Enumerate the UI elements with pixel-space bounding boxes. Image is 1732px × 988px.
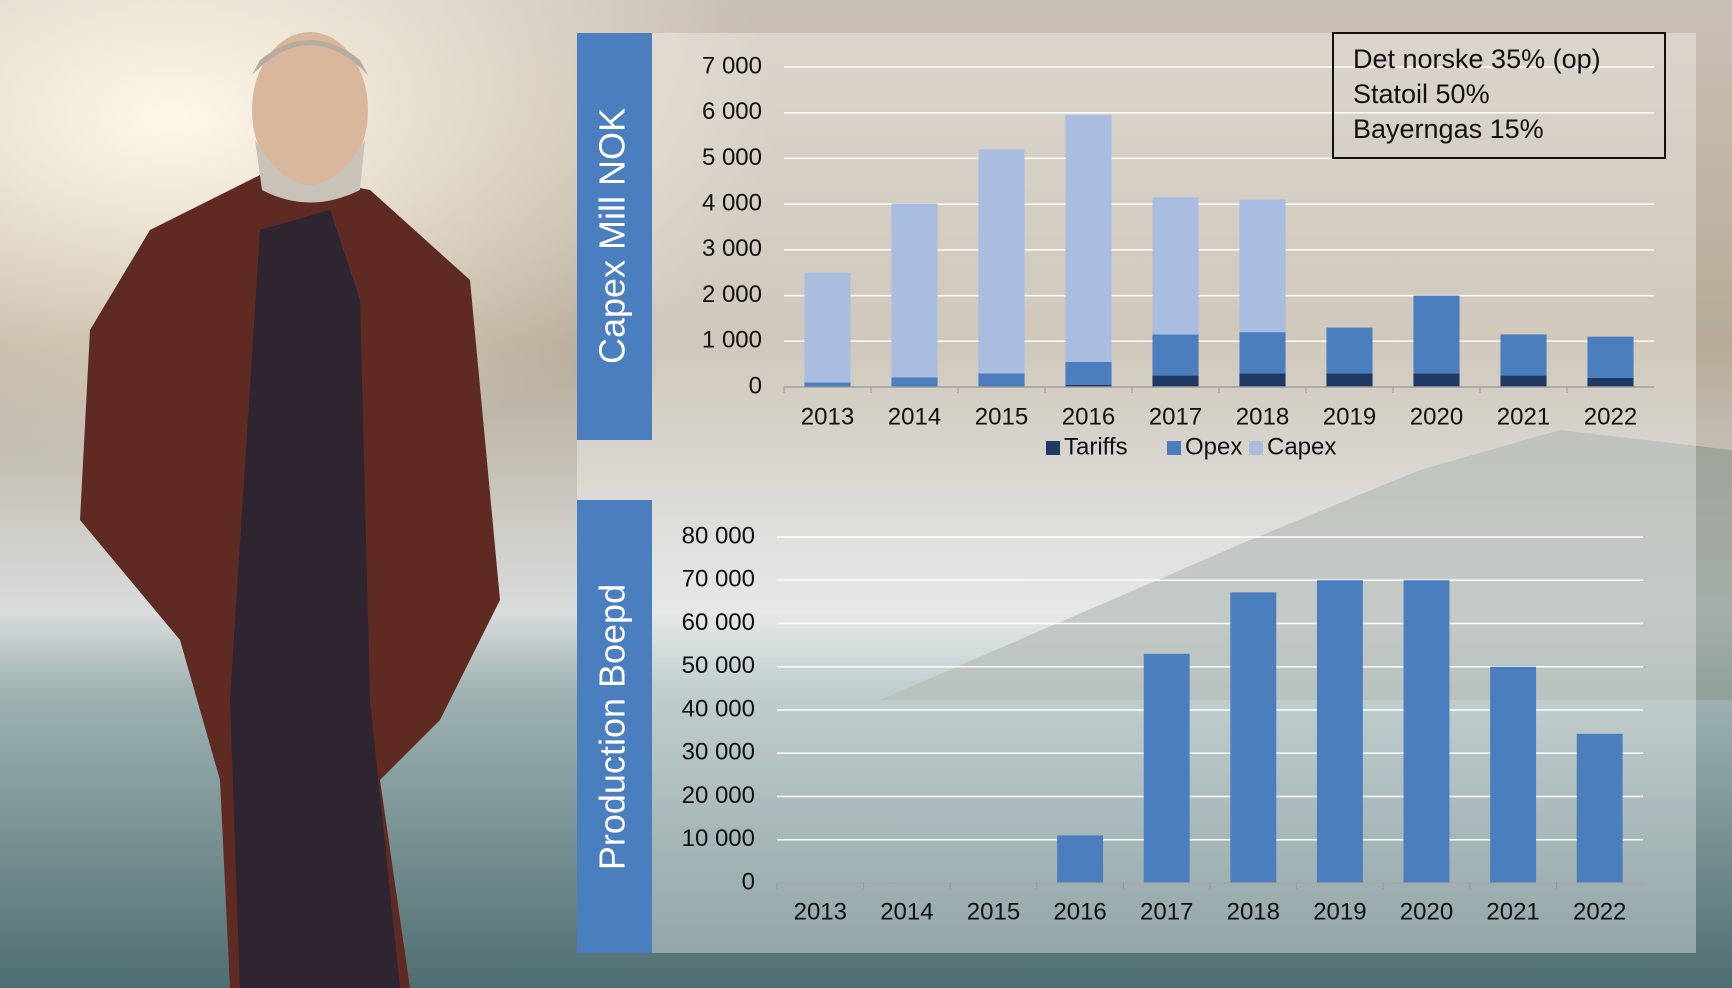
bar-segment — [1239, 332, 1286, 374]
bar — [1316, 580, 1363, 883]
bar-segment — [1239, 199, 1286, 333]
x-tick-label: 2021 — [1497, 403, 1550, 430]
bar-segment — [1065, 384, 1112, 387]
bar-segment — [1152, 375, 1199, 387]
y-tick-label: 10 000 — [682, 825, 755, 852]
portrait-figure — [80, 32, 500, 988]
y-tick-label: 4 000 — [702, 189, 762, 216]
y-tick-label: 2 000 — [702, 281, 762, 308]
y-tick-label: 3 000 — [702, 235, 762, 262]
bar-segment — [1326, 327, 1373, 374]
bar-segment — [1065, 361, 1112, 385]
x-tick-label: 2013 — [794, 898, 847, 925]
bar-segment — [1413, 373, 1460, 387]
y-tick-label: 30 000 — [682, 739, 755, 766]
x-tick-label: 2019 — [1313, 898, 1366, 925]
bar-segment — [1239, 373, 1286, 387]
annotation-box — [1332, 32, 1666, 159]
bar — [1143, 653, 1190, 883]
annotation-text: Bayerngas 15% — [1353, 114, 1544, 144]
x-tick-label: 2018 — [1236, 403, 1289, 430]
x-tick-label: 2022 — [1584, 403, 1637, 430]
y-tick-label: 5 000 — [702, 144, 762, 171]
y-tick-label: 40 000 — [682, 695, 755, 722]
axis-title-box — [577, 500, 652, 953]
x-tick-label: 2013 — [801, 403, 854, 430]
annotation-text: Statoil 50% — [1353, 79, 1490, 109]
y-axis-title: Production Boepd — [592, 584, 633, 870]
bar-segment — [1587, 377, 1634, 387]
x-tick-label: 2017 — [1149, 403, 1202, 430]
bar-segment — [978, 149, 1025, 374]
bar-segment — [1152, 197, 1199, 335]
x-tick-label: 2020 — [1400, 898, 1453, 925]
x-tick-label: 2014 — [888, 403, 941, 430]
legend-label: Capex — [1267, 433, 1336, 460]
bar-segment — [891, 203, 938, 378]
x-tick-label: 2015 — [975, 403, 1028, 430]
y-tick-label: 0 — [742, 868, 755, 895]
x-tick-label: 2016 — [1062, 403, 1115, 430]
mountain — [880, 430, 1732, 700]
legend-swatch — [1249, 441, 1263, 455]
x-tick-label: 2022 — [1573, 898, 1626, 925]
x-tick-label: 2021 — [1486, 898, 1539, 925]
annotation-text: Det norske 35% (op) — [1353, 44, 1601, 74]
x-tick-label: 2016 — [1053, 898, 1106, 925]
bar-segment — [1500, 375, 1547, 387]
bar — [1403, 580, 1450, 883]
bar — [1576, 733, 1623, 883]
bar-segment — [891, 377, 938, 387]
y-tick-label: 0 — [749, 372, 762, 399]
legend-swatch — [1046, 441, 1060, 455]
bar-segment — [804, 382, 851, 387]
x-tick-label: 2015 — [967, 898, 1020, 925]
x-tick-label: 2020 — [1410, 403, 1463, 430]
x-tick-label: 2019 — [1323, 403, 1376, 430]
x-tick-label: 2018 — [1227, 898, 1280, 925]
legend-label: Opex — [1185, 433, 1242, 460]
y-tick-label: 50 000 — [682, 652, 755, 679]
y-tick-label: 80 000 — [682, 522, 755, 549]
y-axis-title: Capex Mill NOK — [592, 108, 633, 364]
y-tick-label: 20 000 — [682, 782, 755, 809]
y-tick-label: 70 000 — [682, 566, 755, 593]
y-tick-label: 60 000 — [682, 609, 755, 636]
bar-segment — [1413, 295, 1460, 374]
bar-segment — [804, 272, 851, 383]
legend-label: Tariffs — [1064, 433, 1128, 460]
bar-segment — [1587, 336, 1634, 378]
axis-title-box — [577, 33, 652, 440]
bar-segment — [1500, 334, 1547, 376]
bar — [1230, 592, 1277, 883]
x-tick-label: 2014 — [880, 898, 933, 925]
y-tick-label: 6 000 — [702, 98, 762, 125]
y-tick-label: 7 000 — [702, 52, 762, 79]
x-tick-label: 2017 — [1140, 898, 1193, 925]
y-tick-label: 1 000 — [702, 327, 762, 354]
bar-segment — [1065, 115, 1112, 362]
bar-segment — [978, 373, 1025, 387]
bar-segment — [1152, 334, 1199, 376]
bar — [1057, 835, 1104, 883]
bar-segment — [1326, 373, 1373, 387]
bar — [1490, 666, 1537, 883]
legend-swatch — [1167, 441, 1181, 455]
